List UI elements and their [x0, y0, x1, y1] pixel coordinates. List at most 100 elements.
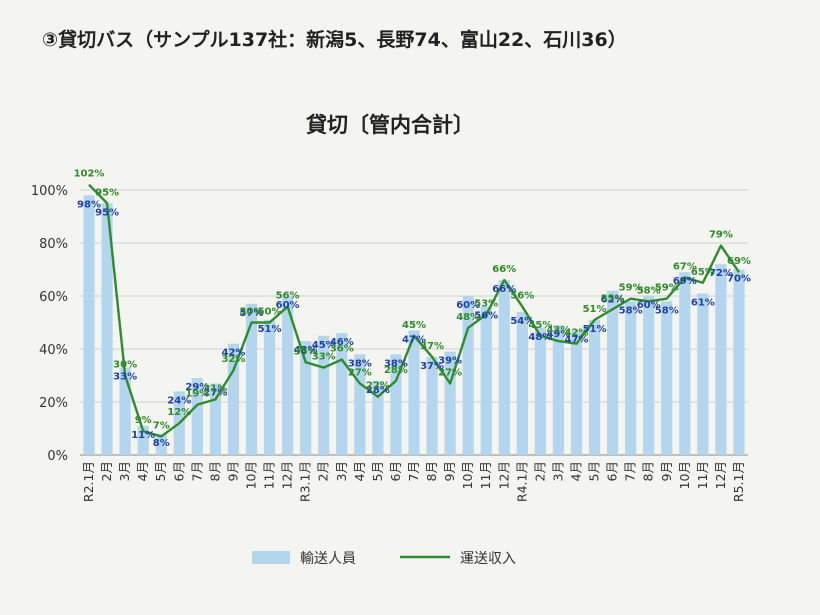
line-data-label: 36% [330, 344, 354, 355]
x-tick-label: 9月 [659, 461, 674, 481]
x-tick-label: 4月 [568, 461, 583, 481]
x-tick-label: R3.1月 [298, 461, 313, 502]
x-tick-label: 8月 [207, 461, 222, 481]
bar-data-label: 8% [153, 438, 170, 449]
x-tick-label: 3月 [334, 461, 349, 481]
bar-data-label: 33% [113, 372, 137, 383]
bar [606, 290, 619, 455]
line-data-label: 48% [456, 312, 480, 323]
x-tick-label: 3月 [117, 461, 132, 481]
bar [245, 303, 258, 455]
bar [462, 296, 474, 455]
line-data-label: 27% [438, 367, 462, 378]
line-data-label: 50% [258, 307, 282, 318]
bar-data-label: 45% [312, 340, 336, 351]
bar-data-label: 62% [601, 295, 625, 306]
y-tick-label: 40% [39, 343, 68, 358]
bar-data-label: 61% [691, 297, 715, 308]
bar-series [83, 195, 745, 456]
bar [679, 272, 691, 455]
x-tick-label: 7月 [623, 461, 638, 481]
bar [625, 301, 637, 455]
chart-title: 貸切〔管内合計〕 [305, 113, 474, 137]
bar [480, 306, 492, 455]
legend-line-label: 運送収入 [460, 551, 516, 567]
bar-data-label: 42% [221, 348, 245, 359]
bar [282, 296, 294, 455]
bar-data-label: 70% [727, 274, 751, 285]
bar-data-label: 46% [330, 337, 354, 348]
bar-data-labels: 98%95%33%11%8%24%29%27%42%57%51%60%43%45… [77, 199, 751, 448]
bar-data-label: 24% [167, 395, 191, 406]
x-tick-label: 10月 [244, 461, 259, 489]
x-tick-label: 6月 [605, 461, 620, 481]
bar [101, 203, 113, 455]
bar [498, 280, 510, 455]
line-data-label: 56% [276, 291, 300, 302]
bar [588, 319, 601, 455]
line-data-label: 27% [348, 367, 372, 378]
line-data-label: 37% [420, 341, 444, 352]
bar-data-label: 60% [637, 300, 661, 311]
bar-data-label: 11% [131, 430, 155, 441]
bar [155, 433, 167, 455]
bar-data-label: 49% [546, 329, 570, 340]
bar [227, 343, 240, 455]
bar-data-label: 27% [203, 387, 227, 398]
line-series [88, 183, 740, 438]
line-data-label: 42% [565, 328, 589, 339]
x-tick-label: 7月 [189, 461, 204, 481]
line-data-label: 58% [637, 285, 661, 296]
bar-data-label: 28% [366, 385, 390, 396]
bar [643, 296, 655, 455]
bar-data-label: 47% [402, 334, 426, 345]
line-data-labels: 102%95%30%9% 7%12%19%21%32%50%50%56%35%33… [74, 169, 751, 432]
bar-data-label: 56% [474, 311, 498, 322]
bar-data-label: 51% [583, 324, 607, 335]
bar [516, 311, 528, 455]
bar [336, 333, 348, 455]
line-data-label: 67% [673, 261, 697, 272]
bar [697, 293, 709, 455]
line-data-label: 45% [402, 320, 426, 331]
bar [570, 330, 583, 455]
line-data-label: 30% [113, 360, 137, 371]
line-data-label: 45% [528, 320, 552, 331]
bar [318, 335, 330, 455]
page-heading: ③貸切バス（サンプル137社：新潟5、長野74、富山22、石川36） [42, 28, 627, 51]
line-data-label: 79% [709, 230, 733, 241]
line-data-label: 59% [619, 283, 643, 294]
line-data-label: 43% [546, 325, 570, 336]
legend-bar-label: 輸送人員 [300, 551, 356, 567]
bar-data-label: 43% [294, 345, 318, 356]
line-data-label: 21% [203, 383, 227, 394]
bar-data-label: 37% [420, 361, 444, 372]
x-tick-label: 10月 [460, 461, 475, 489]
line-data-label: 69% [727, 256, 751, 267]
x-tick-label: 2月 [316, 461, 331, 481]
bar [119, 367, 131, 455]
x-tick-label: 5月 [587, 461, 602, 481]
x-axis: R2.1月 2月 3月 4月 5月 6月 7月 8月 9月 10月 11月 12月 R3.1月 2月 3月 4… [81, 461, 746, 502]
bar [534, 327, 546, 455]
x-tick-label: 2月 [532, 461, 547, 481]
bar [390, 354, 402, 455]
line-data-label: 12% [167, 407, 191, 418]
bar [354, 354, 366, 455]
bar [715, 264, 727, 455]
bar [191, 378, 203, 455]
legend: 輸送人員 運送収入 [252, 551, 516, 567]
bar [426, 356, 438, 455]
x-tick-label: R2.1月 [81, 461, 96, 502]
line-data-label: 55% [601, 293, 625, 304]
y-tick-label: 0% [47, 449, 68, 464]
bar-data-label: 60% [456, 300, 480, 311]
x-tick-label: 2月 [99, 461, 114, 481]
bar-data-label: 98% [77, 199, 101, 210]
bar [209, 383, 222, 455]
x-tick-label: 12月 [496, 461, 511, 489]
line-data-label: 22% [366, 381, 390, 392]
x-tick-label: R4.1月 [514, 461, 529, 502]
